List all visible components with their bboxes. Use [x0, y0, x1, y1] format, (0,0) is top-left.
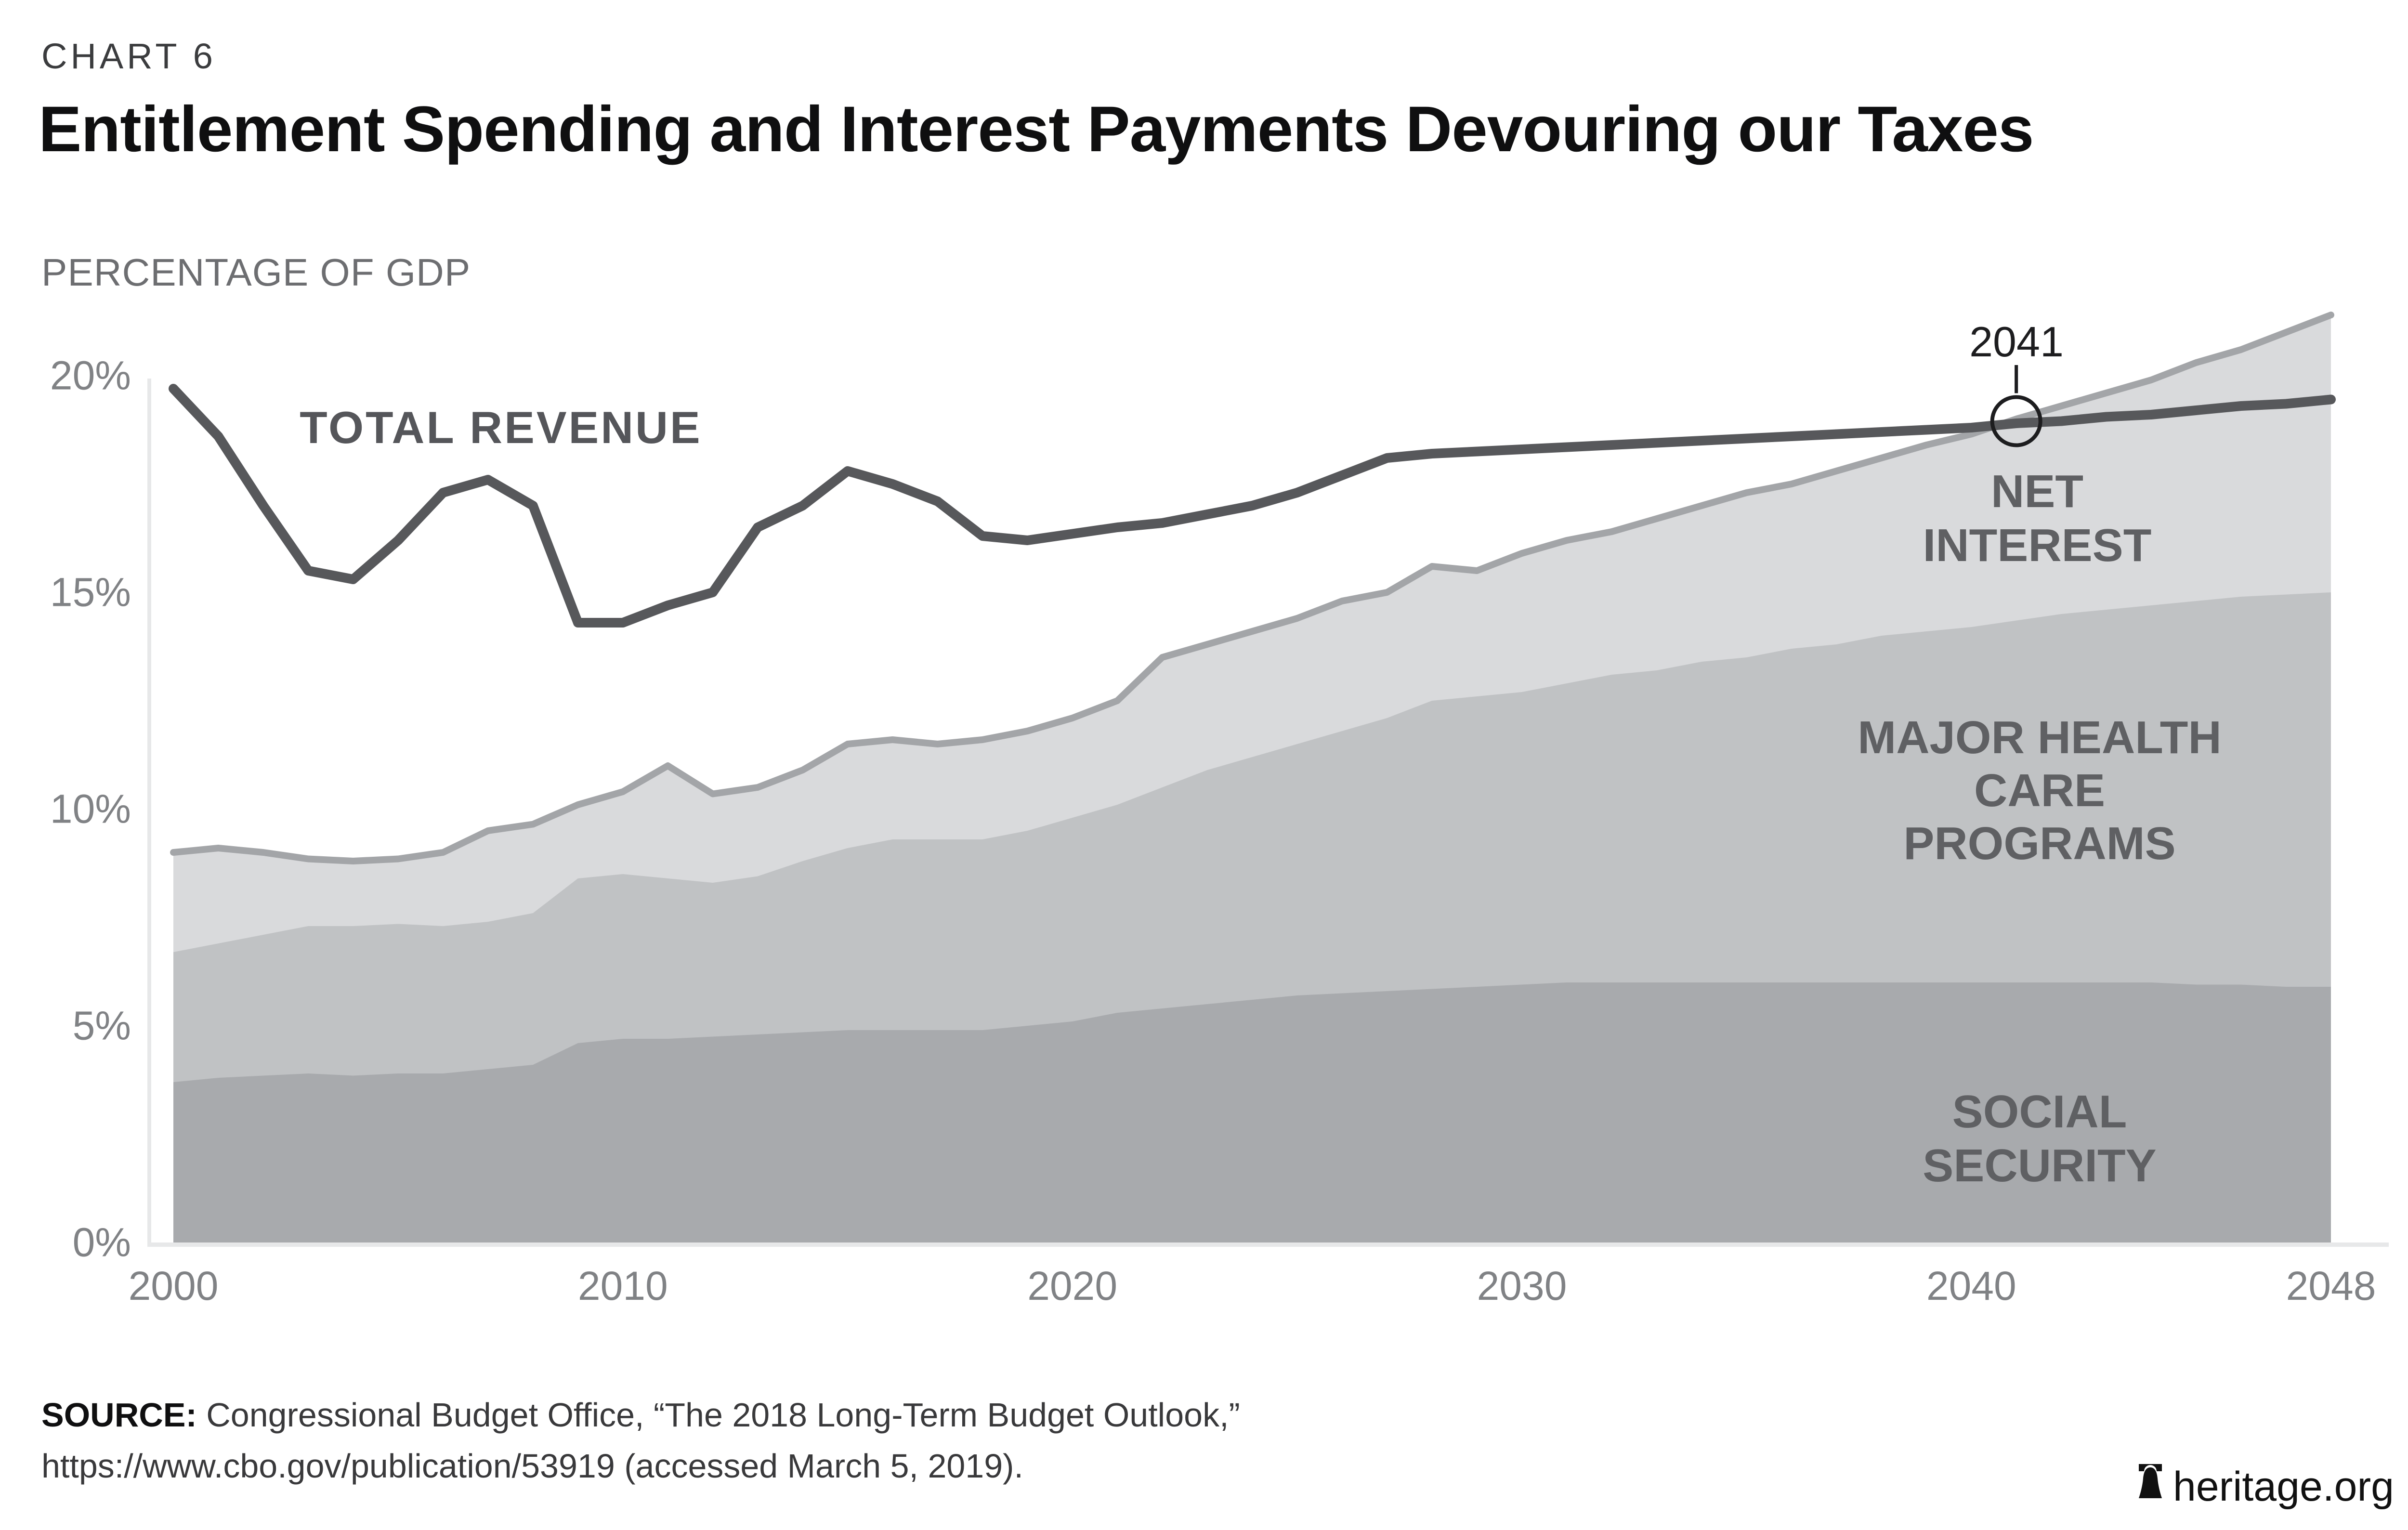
page-title: Entitlement Spending and Interest Paymen… [39, 93, 2034, 165]
x-tick-label-2030: 2030 [1477, 1263, 1567, 1308]
brand-wordmark: heritage.org [2173, 1464, 2394, 1510]
x-tick-label-2020: 2020 [1027, 1263, 1118, 1308]
source-line-2: https://www.cbo.gov/publication/53919 (a… [41, 1447, 1023, 1485]
total-revenue-series-label: TOTAL REVENUE [300, 402, 702, 453]
x-axis-line [147, 1242, 2389, 1247]
y-tick-label-5: 5% [72, 1003, 131, 1048]
y-tick-label-0: 0% [72, 1219, 131, 1265]
liberty-bell-icon [2139, 1464, 2162, 1498]
source-label: SOURCE: [41, 1396, 197, 1434]
chart-number: CHART 6 [41, 36, 216, 76]
annotation-2041-label: 2041 [1969, 318, 2064, 366]
area-social-security [173, 982, 2331, 1242]
line-total-revenue [169, 384, 2336, 628]
x-tick-label-2048: 2048 [2286, 1263, 2376, 1308]
annotation-circle [1990, 395, 2042, 447]
source-text-1: Congressional Budget Office, “The 2018 L… [196, 1396, 1240, 1434]
net-interest-area-label: NET INTEREST [1923, 466, 2152, 571]
major-health-care-area-label: MAJOR HEALTH CARE PROGRAMS [1858, 712, 2222, 869]
social-security-area-label: SOCIAL SECURITY [1923, 1086, 2157, 1191]
y-tick-label-20: 20% [50, 353, 131, 398]
x-tick-label-2010: 2010 [577, 1263, 668, 1308]
x-tick-label-2040: 2040 [1926, 1263, 2016, 1308]
axis-unit-subtitle: PERCENTAGE OF GDP [41, 251, 471, 294]
source-line-1: SOURCE: Congressional Budget Office, “Th… [41, 1390, 1240, 1440]
y-tick-label-10: 10% [50, 786, 131, 832]
y-axis-line [147, 379, 151, 1242]
y-tick-label-15: 15% [50, 569, 131, 615]
x-tick-label-2000: 2000 [128, 1263, 219, 1308]
spending-top-line [170, 312, 2334, 864]
